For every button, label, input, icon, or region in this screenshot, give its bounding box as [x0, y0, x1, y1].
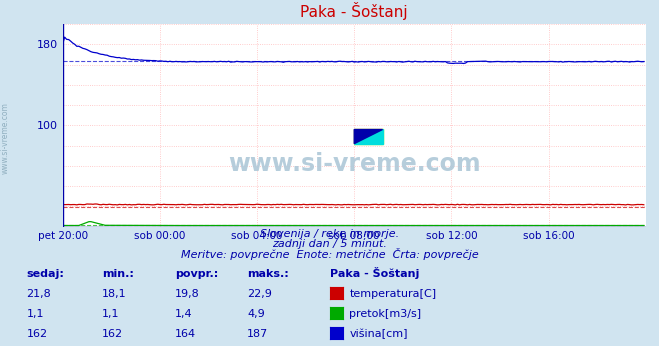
- Title: Paka - Šoštanj: Paka - Šoštanj: [301, 2, 408, 20]
- Bar: [354, 129, 383, 144]
- Text: 4,9: 4,9: [247, 309, 265, 319]
- Text: višina[cm]: višina[cm]: [349, 329, 408, 339]
- Text: Meritve: povprečne  Enote: metrične  Črta: povprečje: Meritve: povprečne Enote: metrične Črta:…: [181, 248, 478, 260]
- Text: zadnji dan / 5 minut.: zadnji dan / 5 minut.: [272, 239, 387, 249]
- Text: temperatura[C]: temperatura[C]: [349, 289, 436, 299]
- Text: 22,9: 22,9: [247, 289, 272, 299]
- Text: 162: 162: [102, 329, 123, 339]
- Text: Slovenija / reke in morje.: Slovenija / reke in morje.: [260, 229, 399, 239]
- Text: 1,4: 1,4: [175, 309, 192, 319]
- Text: 21,8: 21,8: [26, 289, 51, 299]
- Text: Paka - Šoštanj: Paka - Šoštanj: [330, 267, 419, 279]
- Text: 1,1: 1,1: [26, 309, 44, 319]
- Text: pretok[m3/s]: pretok[m3/s]: [349, 309, 421, 319]
- Text: povpr.:: povpr.:: [175, 269, 218, 279]
- Polygon shape: [354, 129, 383, 144]
- Polygon shape: [354, 129, 383, 144]
- Text: 164: 164: [175, 329, 196, 339]
- Text: min.:: min.:: [102, 269, 134, 279]
- Text: 1,1: 1,1: [102, 309, 120, 319]
- Text: maks.:: maks.:: [247, 269, 289, 279]
- Text: 162: 162: [26, 329, 47, 339]
- Text: sedaj:: sedaj:: [26, 269, 64, 279]
- Text: www.si-vreme.com: www.si-vreme.com: [1, 102, 10, 174]
- Text: 18,1: 18,1: [102, 289, 127, 299]
- Text: www.si-vreme.com: www.si-vreme.com: [228, 152, 480, 176]
- Text: 19,8: 19,8: [175, 289, 200, 299]
- Text: 187: 187: [247, 329, 268, 339]
